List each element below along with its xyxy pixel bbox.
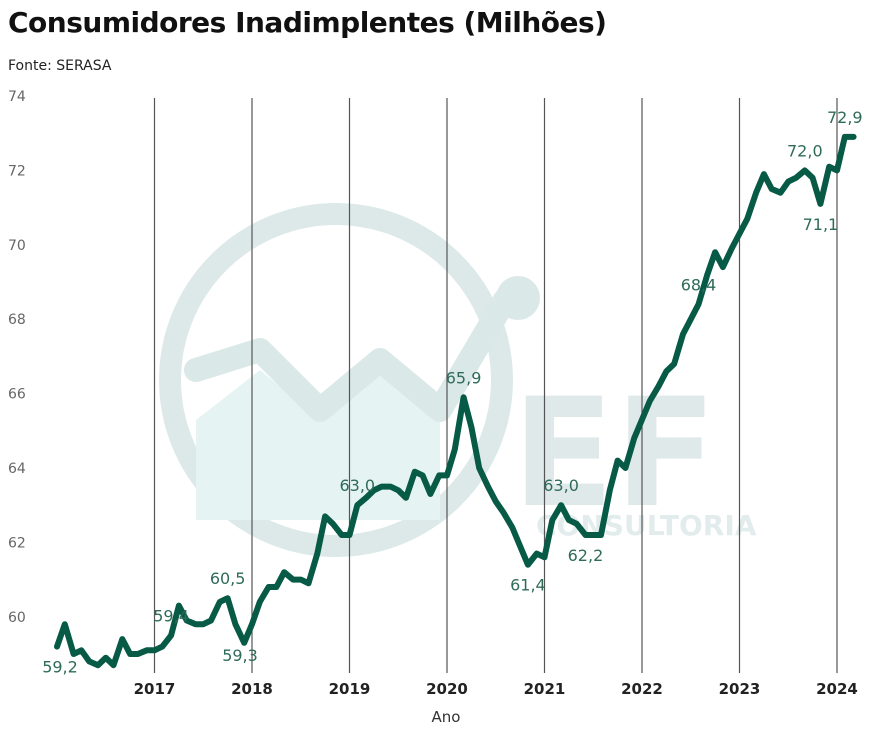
y-tick-label: 68 [8, 312, 26, 328]
data-label: 63,0 [339, 476, 375, 495]
data-label: 59,2 [42, 658, 78, 677]
x-tick-label: 2021 [524, 680, 566, 698]
x-tick-label: 2020 [426, 680, 468, 698]
series-line [54, 133, 857, 669]
data-label: 59,4 [153, 606, 189, 625]
data-label: 62,2 [568, 546, 604, 565]
x-tick-label: 2019 [329, 680, 371, 698]
y-tick-label: 74 [8, 89, 26, 105]
watermark-ring [159, 203, 513, 557]
x-axis: 2017 2018 2019 2020 2021 2022 2023 2024 [134, 680, 858, 698]
watermark-brand: EF [512, 367, 717, 541]
data-label: 72,0 [787, 141, 823, 160]
data-label: 60,5 [210, 569, 246, 588]
x-tick-label: 2024 [816, 680, 858, 698]
x-tick-label: 2022 [621, 680, 663, 698]
watermark-area [196, 370, 440, 520]
watermark-dot [496, 276, 540, 320]
y-axis: 60 62 64 66 68 70 72 74 [8, 89, 26, 626]
y-tick-label: 66 [8, 387, 26, 403]
x-tick-label: 2017 [134, 680, 176, 698]
data-label: 68,4 [681, 275, 717, 294]
y-tick-label: 70 [8, 238, 26, 254]
data-label: 65,9 [446, 368, 482, 387]
data-label: 59,3 [222, 646, 258, 665]
data-label: 61,4 [510, 576, 546, 595]
watermark-logo: EF CONSULTORIA [159, 203, 757, 557]
watermark-sub: CONSULTORIA [536, 509, 757, 542]
data-labels: 59,2 59,4 60,5 59,3 63,0 65,9 61,4 63,0 62,2 68,4… [42, 108, 862, 677]
x-tick-label: 2018 [231, 680, 273, 698]
data-label: 71,1 [803, 215, 839, 234]
chart-source: Fonte: SERASA [8, 58, 112, 74]
y-tick-label: 62 [8, 535, 26, 551]
grid-lines [153, 98, 838, 673]
chart-title: Consumidores Inadimplentes (Milhões) [8, 6, 607, 39]
data-label: 63,0 [543, 476, 579, 495]
y-tick-label: 72 [8, 163, 26, 179]
x-axis-label: Ano [432, 708, 461, 726]
x-tick-label: 2023 [719, 680, 761, 698]
data-label: 72,9 [827, 108, 863, 127]
y-tick-label: 60 [8, 610, 26, 626]
y-tick-label: 64 [8, 461, 26, 477]
